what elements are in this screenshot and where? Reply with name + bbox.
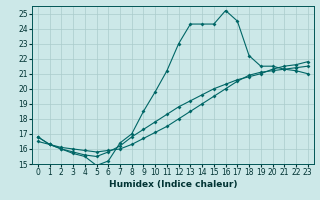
X-axis label: Humidex (Indice chaleur): Humidex (Indice chaleur) — [108, 180, 237, 189]
